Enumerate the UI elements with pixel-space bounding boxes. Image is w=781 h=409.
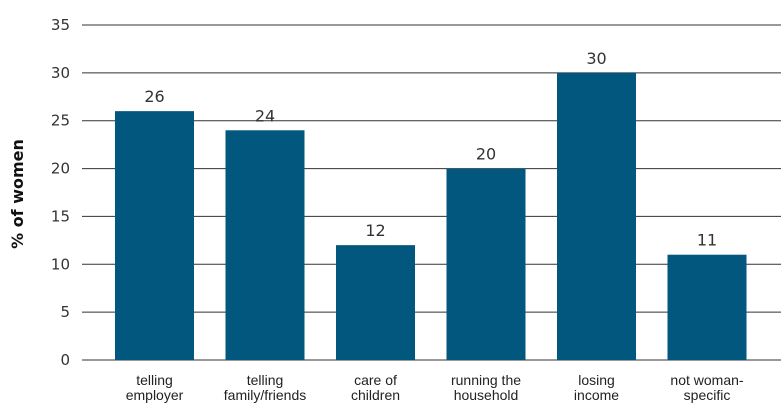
- value-labels: 26 24 12 20 30 11: [144, 49, 717, 250]
- x-tick-label: running the household: [451, 372, 521, 403]
- y-tick-label: 30: [51, 64, 70, 82]
- bar: [225, 130, 305, 360]
- x-tick-label: telling employer: [126, 372, 184, 403]
- bars: [115, 72, 747, 361]
- y-tick-label: 25: [51, 112, 70, 130]
- x-tick-label-line: losing: [578, 372, 615, 388]
- x-tick-label-line: telling: [247, 372, 284, 388]
- bar: [557, 72, 636, 360]
- x-tick-label-line: not woman-: [670, 372, 743, 388]
- data-label: 20: [476, 145, 496, 164]
- bar: [446, 168, 526, 360]
- x-tick-label-line: household: [454, 387, 519, 403]
- y-tick-label: 15: [51, 207, 70, 225]
- data-label: 24: [255, 106, 275, 125]
- y-axis-title: % of women: [8, 139, 27, 249]
- gridlines: [82, 24, 781, 361]
- x-tick-label-line: running the: [451, 372, 521, 388]
- data-label: 30: [586, 49, 606, 68]
- x-tick-label-line: specific: [684, 387, 731, 403]
- data-label: 12: [365, 221, 385, 240]
- x-tick-label-line: telling: [136, 372, 173, 388]
- x-tick-label: telling family/friends: [224, 372, 306, 403]
- bar: [336, 245, 415, 360]
- x-tick-label-line: children: [351, 387, 400, 403]
- x-tick-label-line: income: [574, 387, 619, 403]
- x-tick-label-line: care of: [354, 372, 397, 388]
- y-tick-label: 35: [51, 16, 70, 34]
- bar: [115, 111, 194, 361]
- bar: [667, 254, 747, 360]
- x-tick-label-line: family/friends: [224, 387, 306, 403]
- x-tick-label-line: employer: [126, 387, 184, 403]
- y-tick-label: 10: [51, 255, 70, 273]
- y-tick-label: 20: [51, 160, 70, 178]
- x-tick-label: care of children: [351, 372, 400, 403]
- y-axis-ticks: 0 5 10 15 20 25 30 35: [51, 16, 70, 369]
- y-tick-label: 0: [60, 351, 70, 369]
- data-label: 26: [144, 87, 164, 106]
- x-tick-label: not woman-specific: [670, 372, 743, 403]
- x-tick-label: losing income: [574, 372, 619, 403]
- y-tick-label: 5: [60, 303, 70, 321]
- data-label: 11: [697, 231, 717, 250]
